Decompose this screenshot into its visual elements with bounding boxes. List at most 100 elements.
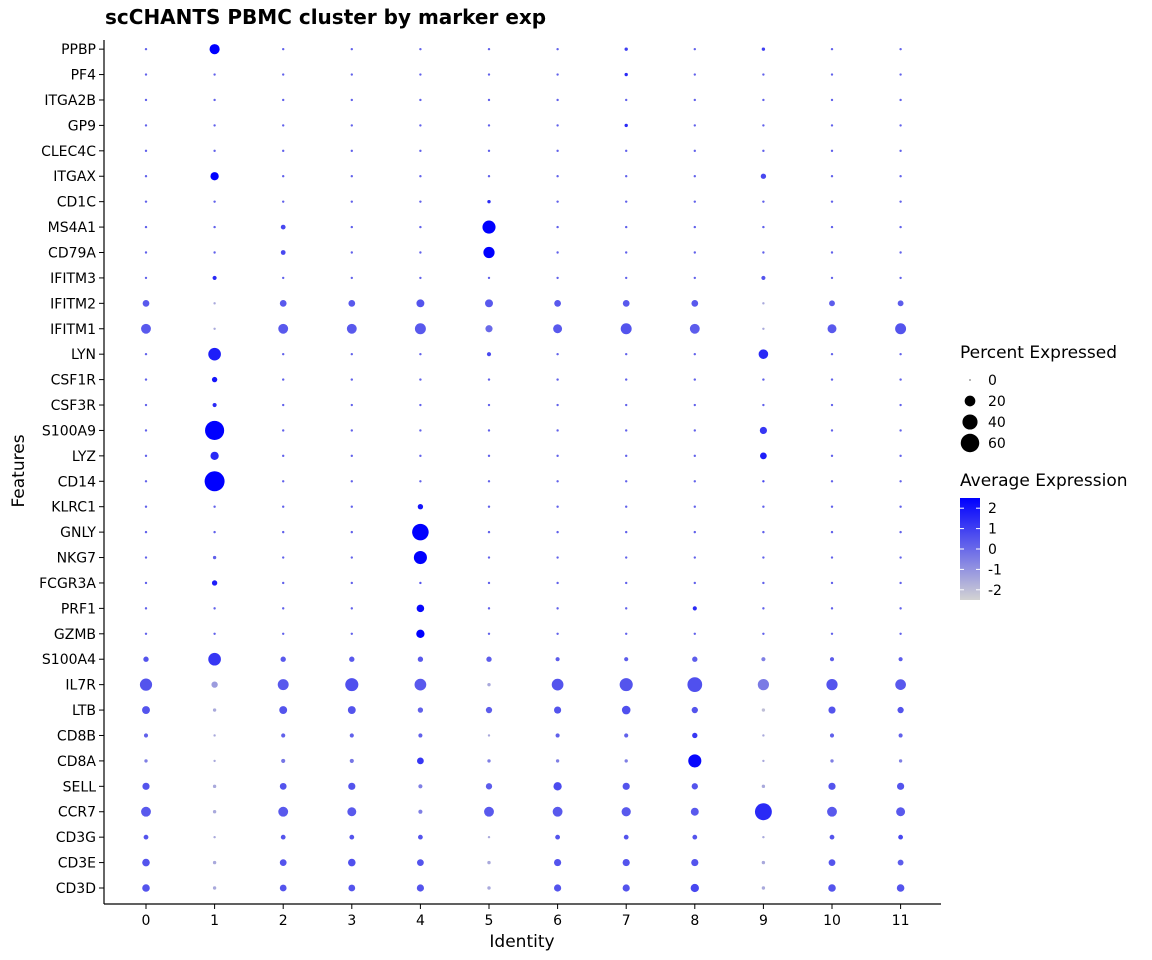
y-tick-label: CD8A xyxy=(57,754,96,770)
dot-ITGAX-4 xyxy=(419,175,422,178)
y-tick-label: LTB xyxy=(72,703,96,719)
dot-CD1C-10 xyxy=(830,200,834,203)
dot-ITGAX-1 xyxy=(210,172,219,181)
dot-GNLY-8 xyxy=(693,530,696,534)
dot-CD3G-10 xyxy=(829,834,835,840)
dot-IFITM3-6 xyxy=(556,276,559,280)
y-tick-label: CD14 xyxy=(58,474,96,490)
dot-GP9-3 xyxy=(350,124,353,127)
dot-NKG7-7 xyxy=(625,556,628,559)
dot-CD8B-0 xyxy=(143,733,149,738)
dot-IL7R-9 xyxy=(757,679,770,691)
dot-PRF1-1 xyxy=(213,607,216,610)
dot-ITGAX-2 xyxy=(282,175,285,178)
y-tick-label: CD79A xyxy=(48,246,96,262)
y-tick-label: S100A9 xyxy=(42,423,96,439)
dot-NKG7-8 xyxy=(693,556,696,559)
dot-S100A9-5 xyxy=(487,429,491,432)
dot-IFITM3-2 xyxy=(282,276,285,280)
dot-CD8B-2 xyxy=(281,733,286,738)
dot-CD14-11 xyxy=(899,480,902,483)
dot-IFITM2-6 xyxy=(554,299,561,307)
dot-CSF1R-8 xyxy=(693,378,696,381)
dot-CD3D-10 xyxy=(828,884,836,892)
dot-IFITM2-8 xyxy=(691,299,699,307)
dot-PPBP-6 xyxy=(556,47,559,51)
dot-S100A4-6 xyxy=(555,657,560,662)
dot-CSF1R-9 xyxy=(762,378,765,381)
dot-CD3E-8 xyxy=(691,858,699,867)
y-tick-label: IFITM2 xyxy=(50,296,96,312)
y-tick-label: PRF1 xyxy=(61,601,96,617)
dot-MS4A1-5 xyxy=(482,220,496,234)
dot-S100A4-0 xyxy=(143,656,149,662)
dot-IFITM2-0 xyxy=(142,299,150,307)
dot-CD3E-4 xyxy=(417,859,424,866)
dot-SELL-9 xyxy=(761,784,766,789)
dot-ITGA2B-1 xyxy=(213,98,216,102)
dot-GP9-2 xyxy=(282,124,285,127)
y-tick-label: CD8B xyxy=(57,728,96,744)
y-tick-label: MS4A1 xyxy=(48,220,96,236)
dot-NKG7-9 xyxy=(762,556,765,559)
x-axis-title: Identity xyxy=(489,932,554,952)
dot-CD8A-10 xyxy=(830,759,834,763)
y-tick-label: PF4 xyxy=(71,68,96,84)
dot-CSF3R-7 xyxy=(625,403,628,407)
dot-IL7R-3 xyxy=(345,678,359,692)
y-tick-label: FCGR3A xyxy=(39,576,96,592)
x-ticks: 0 1 2 3 4 5 6 7 8 9 10 11 xyxy=(142,904,910,929)
dot-CD3D-6 xyxy=(554,884,562,892)
x-tick-label: 3 xyxy=(347,913,356,929)
size-legend-dot xyxy=(962,414,978,430)
dot-CLEC4C-0 xyxy=(144,149,148,153)
dot-S100A4-4 xyxy=(417,656,424,662)
dot-CD8A-5 xyxy=(487,759,491,763)
dot-S100A4-5 xyxy=(486,656,492,662)
dot-PPBP-2 xyxy=(282,47,285,51)
dot-MS4A1-9 xyxy=(762,225,765,229)
dot-MS4A1-7 xyxy=(625,225,628,229)
dot-CCR7-1 xyxy=(212,810,217,814)
dot-CCR7-2 xyxy=(278,806,289,817)
dot-CLEC4C-10 xyxy=(830,149,834,153)
dot-GZMB-2 xyxy=(282,632,285,635)
dot-CD3E-3 xyxy=(348,858,356,867)
dot-GNLY-6 xyxy=(556,530,559,534)
dot-CLEC4C-9 xyxy=(762,149,765,153)
dot-NKG7-1 xyxy=(212,555,217,560)
dot-SELL-11 xyxy=(897,782,905,790)
dot-CLEC4C-8 xyxy=(693,149,696,153)
dot-GNLY-5 xyxy=(487,530,491,534)
dot-PF4-1 xyxy=(213,73,216,76)
dot-S100A9-11 xyxy=(899,429,902,432)
dot-PRF1-4 xyxy=(416,604,425,613)
dot-KLRC1-8 xyxy=(693,505,696,508)
dot-CD14-7 xyxy=(625,480,628,483)
chart-title: scCHANTS PBMC cluster by marker exp xyxy=(105,5,546,29)
dot-GZMB-3 xyxy=(350,632,353,635)
dot-CSF1R-11 xyxy=(899,378,902,381)
dot-GZMB-1 xyxy=(213,632,216,635)
dot-CD14-4 xyxy=(419,480,422,483)
dot-IFITM3-9 xyxy=(761,275,766,280)
dot-GNLY-0 xyxy=(144,530,148,534)
dot-PF4-5 xyxy=(487,73,491,76)
dot-GZMB-7 xyxy=(625,632,628,635)
dot-IFITM1-3 xyxy=(346,323,357,334)
dot-S100A4-8 xyxy=(692,656,698,662)
dot-PPBP-4 xyxy=(419,47,422,51)
dot-LYZ-4 xyxy=(419,454,422,458)
dot-CSF3R-10 xyxy=(830,403,834,407)
dot-LYZ-2 xyxy=(282,454,285,458)
dot-LTB-8 xyxy=(691,706,698,714)
dot-KLRC1-4 xyxy=(417,504,424,510)
dot-CSF1R-2 xyxy=(282,378,285,381)
dot-LYN-3 xyxy=(350,352,353,356)
dot-IFITM3-3 xyxy=(350,276,353,280)
dot-CD3D-4 xyxy=(416,884,424,892)
dot-CD79A-10 xyxy=(830,251,834,254)
dot-FCGR3A-4 xyxy=(419,581,422,585)
dot-ITGAX-6 xyxy=(556,175,559,178)
dot-GP9-10 xyxy=(830,124,834,127)
